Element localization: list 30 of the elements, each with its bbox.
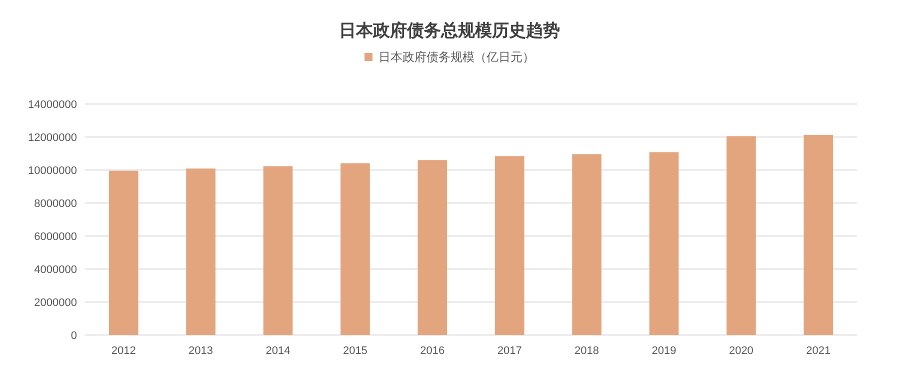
x-tick-label: 2020 — [728, 345, 754, 357]
y-tick-label: 14000000 — [28, 99, 77, 111]
bar — [263, 166, 293, 335]
x-tick-label: 2019 — [652, 345, 676, 357]
bar — [649, 152, 679, 335]
x-tick-label: 2018 — [574, 345, 600, 357]
bar — [418, 160, 448, 335]
bar — [186, 168, 216, 335]
bar — [494, 156, 524, 335]
x-tick-label: 2017 — [497, 345, 522, 357]
x-tick-label: 2015 — [342, 345, 368, 357]
y-tick-label: 2000000 — [34, 297, 77, 309]
y-tick-label: 0 — [70, 330, 77, 342]
x-tick-label: 2016 — [420, 345, 445, 357]
x-tick-label: 2021 — [806, 345, 831, 357]
legend: 日本政府债务规模（亿日元） — [364, 50, 534, 64]
x-tick-label: 2012 — [111, 345, 136, 357]
bar — [572, 154, 602, 335]
y-tick-label: 4000000 — [34, 264, 77, 276]
bar — [804, 135, 834, 335]
x-tick-label: 2013 — [188, 345, 214, 357]
chart-title: 日本政府债务总规模历史趋势 — [339, 21, 560, 40]
bar — [108, 170, 138, 335]
y-tick-label: 12000000 — [28, 132, 77, 144]
y-tick-label: 6000000 — [34, 231, 77, 243]
y-tick-label: 8000000 — [34, 198, 77, 210]
bar — [340, 163, 370, 335]
x-tick-label: 2014 — [266, 345, 290, 357]
bar — [726, 136, 756, 335]
y-tick-label: 10000000 — [28, 165, 77, 177]
